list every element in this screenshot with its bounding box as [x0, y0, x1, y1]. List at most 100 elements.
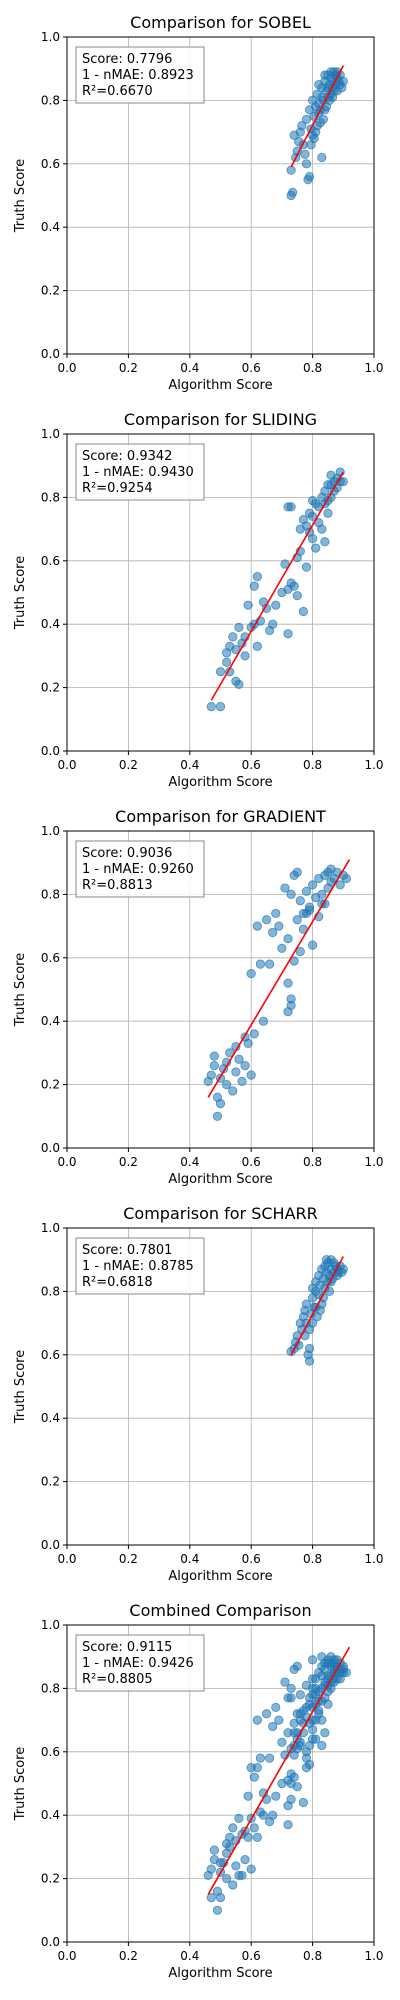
data-point	[300, 149, 310, 159]
data-point	[225, 1842, 235, 1852]
y-tick-label: 0.8	[41, 887, 60, 901]
stats-box-frame	[75, 840, 205, 898]
y-tick-label: 0.0	[41, 744, 60, 758]
data-point	[228, 1880, 238, 1890]
data-point	[249, 1772, 259, 1782]
x-tick-label: 0.4	[180, 361, 199, 375]
data-point	[329, 1658, 339, 1668]
data-point	[323, 508, 333, 518]
x-tick-label: 1.0	[364, 361, 383, 375]
chart-title: Combined Comparison	[129, 1601, 311, 1620]
data-point	[286, 889, 296, 900]
data-point	[280, 1677, 290, 1687]
data-point	[298, 908, 308, 919]
y-tick-label: 0.4	[41, 1014, 60, 1028]
data-point	[209, 1845, 219, 1855]
chart-title: Comparison for SCHARR	[123, 1204, 318, 1223]
data-point	[292, 1782, 302, 1792]
plot-frame	[66, 36, 375, 355]
data-point	[274, 1715, 284, 1725]
chart-panel: Combined Comparison 0.0 0.2 0.4 0.6 0.8 1.0 0.0…	[13, 1601, 384, 1981]
stats-line: R²=0.9254	[82, 481, 153, 496]
x-tick-label: 0.0	[57, 361, 76, 375]
data-point	[215, 667, 226, 677]
data-point	[297, 121, 307, 131]
data-point	[283, 978, 293, 988]
plot-frame	[66, 1624, 375, 1943]
data-point	[283, 1007, 293, 1017]
y-axis-label: Truth Score	[13, 1350, 28, 1425]
y-tick-label: 0.0	[41, 1935, 60, 1949]
x-tick-label: 0.2	[119, 361, 138, 375]
data-point	[307, 495, 318, 506]
x-tick-label: 0.6	[242, 361, 261, 375]
stats-line: 1 - nMAE: 0.8785	[82, 1259, 194, 1274]
x-tick-label: 0.6	[242, 758, 261, 772]
data-point	[283, 502, 293, 512]
data-point	[240, 651, 250, 661]
chart-title: Comparison for SLIDING	[124, 410, 317, 429]
data-point	[249, 1823, 259, 1833]
data-point	[338, 1264, 348, 1274]
data-point	[206, 702, 216, 712]
data-point	[298, 1797, 308, 1808]
data-point	[286, 994, 296, 1004]
data-point	[268, 1810, 278, 1820]
y-tick-label: 0.4	[41, 617, 60, 631]
data-point	[317, 1740, 327, 1751]
y-tick-label: 0.0	[41, 347, 60, 361]
data-point	[237, 1076, 247, 1087]
fit-line	[290, 65, 345, 168]
data-point	[228, 1823, 238, 1833]
data-point	[311, 543, 321, 553]
x-tick-label: 0.8	[303, 1949, 322, 1963]
data-point	[317, 1715, 327, 1725]
data-point	[304, 1356, 315, 1366]
scatter-series	[286, 67, 348, 201]
data-point	[301, 1299, 312, 1309]
data-point	[307, 1655, 318, 1665]
data-point	[215, 702, 226, 712]
data-point	[265, 959, 275, 969]
x-tick-label: 0.4	[180, 1155, 199, 1169]
y-tick-label: 0.8	[41, 93, 60, 107]
data-point	[243, 1038, 253, 1048]
data-point	[280, 559, 290, 569]
stats-line: R²=0.6670	[82, 84, 153, 99]
stats-box-frame	[75, 443, 205, 501]
x-tick-label: 0.6	[242, 1552, 261, 1566]
data-point	[315, 1305, 325, 1316]
data-point	[252, 1763, 262, 1773]
y-tick-label: 1.0	[41, 30, 60, 44]
data-point	[286, 1794, 296, 1804]
data-point	[338, 76, 348, 86]
x-tick-label: 0.0	[57, 1552, 76, 1566]
data-point	[228, 1086, 238, 1096]
plot-frame	[66, 830, 375, 1149]
x-tick-label: 0.8	[303, 361, 322, 375]
data-point	[283, 629, 293, 639]
y-axis-label: Truth Score	[13, 1747, 28, 1822]
x-tick-label: 1.0	[364, 758, 383, 772]
stats-line: 1 - nMAE: 0.8923	[82, 68, 194, 83]
data-point	[314, 1705, 324, 1716]
scatter-series	[206, 467, 348, 712]
data-point	[306, 140, 316, 150]
y-tick-label: 0.8	[41, 1284, 60, 1298]
data-point	[286, 165, 296, 175]
data-point	[243, 1791, 253, 1801]
stats-line: 1 - nMAE: 0.9260	[82, 862, 194, 877]
data-point	[258, 1016, 269, 1026]
x-axis-label: Algorithm Score	[168, 1966, 272, 1981]
data-point	[307, 1725, 318, 1735]
stats-box-frame	[75, 1237, 205, 1295]
y-axis-label: Truth Score	[13, 953, 28, 1028]
y-tick-label: 0.0	[41, 1141, 60, 1155]
data-point	[274, 921, 284, 931]
data-point	[327, 92, 338, 102]
data-point	[258, 1810, 269, 1820]
